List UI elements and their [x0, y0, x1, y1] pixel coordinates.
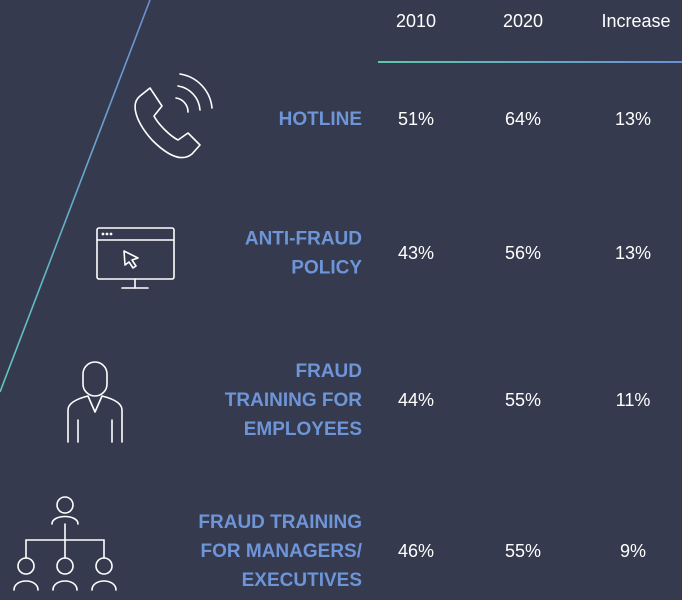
row-label: ANTI-FRAUD [245, 229, 362, 250]
row-label: FRAUD [296, 361, 363, 382]
cell-value: 13% [615, 109, 651, 129]
cell-value: 55% [505, 390, 541, 410]
row-label: FOR MANAGERS/ [201, 541, 363, 562]
row-label: FRAUD TRAINING [198, 512, 362, 533]
header-rule [378, 61, 682, 63]
cell-value: 51% [398, 109, 434, 129]
row-label: EXECUTIVES [242, 570, 362, 591]
cell-value: 11% [616, 390, 651, 410]
row-label: HOTLINE [279, 109, 362, 130]
org-icon [13, 496, 117, 591]
row-label: EMPLOYEES [244, 419, 362, 440]
cell-value: 9% [620, 541, 646, 561]
cell-value: 64% [505, 109, 541, 129]
row-label: TRAINING FOR [225, 390, 362, 411]
cell-value: 43% [398, 243, 434, 263]
cell-value: 13% [615, 243, 651, 263]
cell-value: 56% [505, 243, 541, 263]
cell-value: 44% [398, 390, 434, 410]
cell-value: 46% [398, 541, 434, 561]
column-header: 2020 [503, 11, 543, 31]
person-icon [67, 361, 123, 443]
phone-icon [134, 73, 213, 159]
column-header: 2010 [396, 11, 436, 31]
diagonal-line [0, 0, 151, 393]
column-header: Increase [601, 11, 670, 31]
row-label: POLICY [291, 258, 362, 279]
monitor-icon [96, 227, 175, 289]
cell-value: 55% [505, 541, 541, 561]
